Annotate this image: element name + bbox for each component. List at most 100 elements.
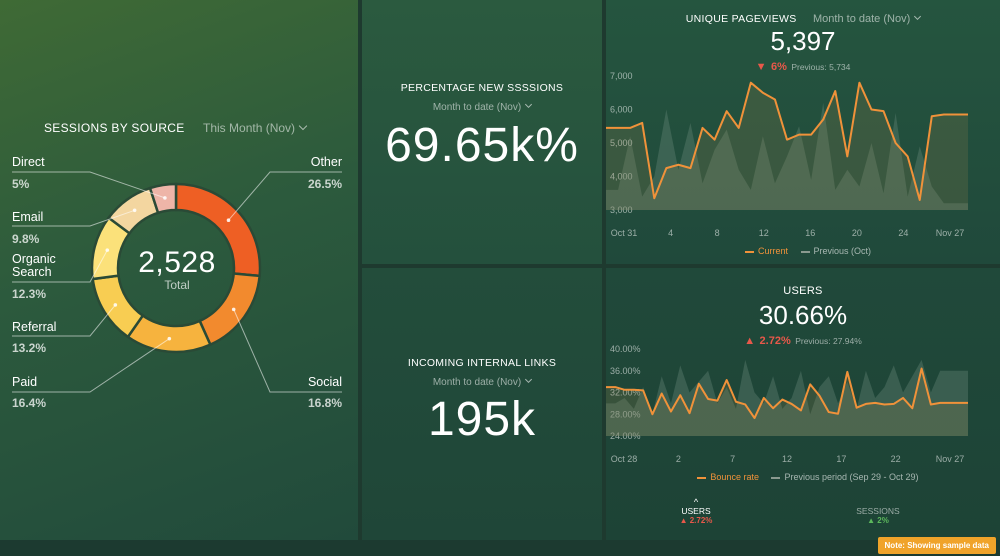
x-tick-label: 8 xyxy=(715,228,720,238)
source-value-direct: 5% xyxy=(12,177,30,191)
y-tick-label: 40.00% xyxy=(610,344,641,354)
x-tick-label: Oct 28 xyxy=(611,454,638,464)
chevron-down-icon[interactable] xyxy=(525,100,533,109)
source-value-referral: 13.2% xyxy=(12,341,47,355)
donut-total-label: Total xyxy=(164,278,190,292)
source-value-email: 9.8% xyxy=(12,232,40,246)
x-tick-label: 7 xyxy=(730,454,735,464)
pageviews-header: UNIQUE PAGEVIEWS Month to date (Nov) xyxy=(606,9,1000,27)
arrow-up-icon: ▲ xyxy=(744,335,756,347)
new-sessions-title-text: PERCENTAGE NEW SSSSIONS xyxy=(400,82,564,94)
donut-leader-line xyxy=(12,304,116,337)
pageviews-chart: 3,000 4,000 5,000 6,000 7,000 Oct 31 4 8 12 16 20 2… xyxy=(606,71,968,238)
sessions-by-source-period[interactable]: This Month (Nov) xyxy=(203,121,296,135)
internal-links-period[interactable]: Month to date (Nov) xyxy=(362,372,602,390)
users-footer-delta: 2.72% xyxy=(689,516,713,525)
y-tick-label: 32.00% xyxy=(610,388,641,398)
legend-bounce-label: Bounce rate xyxy=(710,472,759,482)
source-value-paid: 16.4% xyxy=(12,396,47,410)
users-footer-tab[interactable]: ^ USERS ▲ 2.72% xyxy=(666,497,726,526)
x-tick-label: 2 xyxy=(676,454,681,464)
sessions-footer-tab[interactable]: SESSIONS ▲ 2% xyxy=(848,506,908,525)
internal-links-value: 195k xyxy=(427,393,537,446)
unique-pageviews-panel: UNIQUE PAGEVIEWS Month to date (Nov) 5,3… xyxy=(606,0,1000,264)
sessions-by-source-panel: SESSIONS BY SOURCE This Month (Nov) 2,52… xyxy=(0,0,358,540)
x-tick-label: 17 xyxy=(836,454,846,464)
legend-previous-swatch xyxy=(800,250,810,253)
users-chart: 24.00% 28.00% 32.00% 36.00% 40.00% Oct 28 2 7 12… xyxy=(606,344,968,464)
y-tick-label: 3,000 xyxy=(610,205,633,215)
donut-leader-line xyxy=(228,171,342,221)
x-tick-label: 12 xyxy=(782,454,792,464)
x-tick-label: 22 xyxy=(891,454,901,464)
chevron-down-icon[interactable] xyxy=(914,12,922,21)
donut-leader-line xyxy=(233,309,342,393)
source-label-paid: Paid xyxy=(12,375,38,389)
sessions-by-source-title: SESSIONS BY SOURCE xyxy=(44,121,185,135)
pageviews-delta: 6% xyxy=(770,61,787,73)
users-footer-label: USERS xyxy=(681,506,711,516)
pageviews-value: 5,397 xyxy=(770,26,836,56)
x-tick-label: 16 xyxy=(805,228,815,238)
new-sessions-period-text[interactable]: Month to date (Nov) xyxy=(432,102,522,113)
x-tick-label: Oct 31 xyxy=(611,228,638,238)
new-sessions-period[interactable]: Month to date (Nov) xyxy=(362,97,602,115)
pageviews-legend: Current Previous (Oct) xyxy=(606,246,1000,256)
source-label-other: Other xyxy=(310,155,342,169)
source-value-social: 16.8% xyxy=(307,396,342,410)
donut-center: 2,528 Total xyxy=(119,246,235,292)
new-sessions-panel: PERCENTAGE NEW SSSSIONS Month to date (N… xyxy=(362,0,602,264)
sample-data-note: Note: Showing sample data xyxy=(877,537,996,554)
x-tick-label: 24 xyxy=(898,228,908,238)
donut-chart xyxy=(12,171,342,393)
x-tick-label: Nov 27 xyxy=(936,454,965,464)
new-sessions-title: PERCENTAGE NEW SSSSIONS xyxy=(362,78,602,96)
legend-previous-label: Previous (Oct) xyxy=(813,246,872,256)
series-current-line[interactable] xyxy=(606,81,968,201)
legend-previous-period-label: Previous period (Sep 29 - Oct 29) xyxy=(784,472,919,482)
legend-current-label: Current xyxy=(757,246,788,256)
source-value-organic-search: 12.3% xyxy=(12,287,47,301)
x-tick-label: 4 xyxy=(668,228,673,238)
series-current-area xyxy=(606,82,968,210)
sessions-by-source-header: SESSIONS BY SOURCE This Month (Nov) xyxy=(44,119,308,137)
users-panel: USERS 30.66% ▲ 2.72% Previous: 27.94% 24… xyxy=(606,268,1000,540)
arrow-up-icon: ▲ xyxy=(867,516,878,525)
legend-bounce-swatch xyxy=(697,476,707,479)
pageviews-delta-row: ▼ 6% Previous: 5,734 xyxy=(606,57,1000,75)
sessions-footer-delta: 2% xyxy=(877,516,889,525)
users-delta: 2.72% xyxy=(759,335,791,347)
source-label-direct: Direct xyxy=(12,155,45,169)
sessions-footer-label: SESSIONS xyxy=(856,506,900,516)
pageviews-title: UNIQUE PAGEVIEWS xyxy=(685,13,797,25)
source-label-social: Social xyxy=(307,375,342,389)
series-current-line[interactable] xyxy=(606,367,968,420)
internal-links-title-text: INCOMING INTERNAL LINKS xyxy=(407,357,557,369)
y-tick-label: 7,000 xyxy=(610,71,633,81)
y-tick-label: 24.00% xyxy=(610,431,641,441)
donut-slice-direct[interactable] xyxy=(148,182,178,215)
x-tick-label: 12 xyxy=(759,228,769,238)
chevron-down-icon[interactable] xyxy=(525,375,533,384)
source-label-organic-search: Organic Search xyxy=(12,252,56,279)
source-label-referral: Referral xyxy=(12,320,57,334)
internal-links-period-text[interactable]: Month to date (Nov) xyxy=(432,377,522,388)
users-title: USERS xyxy=(606,281,1000,299)
pageviews-previous: Previous: 5,734 xyxy=(791,62,851,72)
y-tick-label: 5,000 xyxy=(610,138,633,148)
donut-total-value: 2,528 xyxy=(138,246,216,279)
donut-leader-line xyxy=(12,338,170,393)
y-tick-label: 28.00% xyxy=(610,409,641,419)
internal-links-title: INCOMING INTERNAL LINKS xyxy=(362,353,602,371)
users-previous: Previous: 27.94% xyxy=(795,336,862,346)
donut-leader-line xyxy=(12,209,135,227)
users-delta-row: ▲ 2.72% Previous: 27.94% xyxy=(606,331,1000,349)
pageviews-period[interactable]: Month to date (Nov) xyxy=(813,13,911,25)
users-legend: Bounce rate Previous period (Sep 29 - Oc… xyxy=(606,472,1000,482)
legend-previous-period-swatch xyxy=(771,476,781,479)
donut-leader-line xyxy=(12,171,166,199)
legend-current-swatch xyxy=(744,250,754,253)
source-value-other: 26.5% xyxy=(307,177,342,191)
caret-up-icon: ^ xyxy=(693,497,699,507)
y-tick-label: 4,000 xyxy=(610,172,633,182)
